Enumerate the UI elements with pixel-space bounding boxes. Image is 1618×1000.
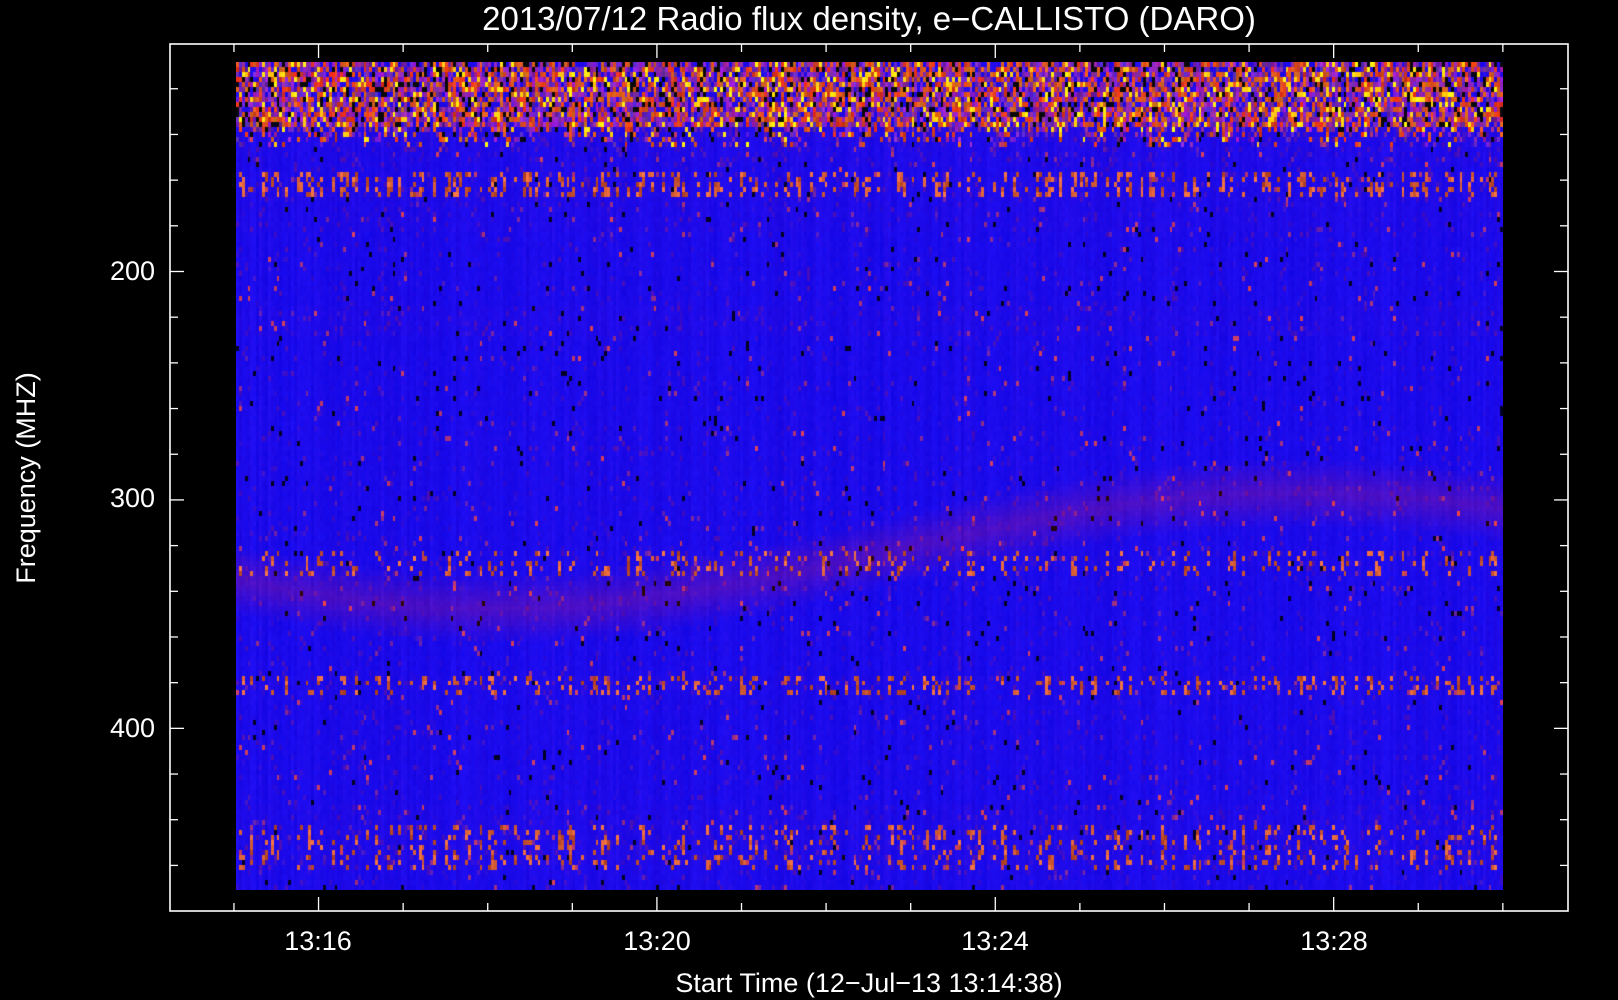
svg-text:Frequency (MHZ): Frequency (MHZ) [11, 372, 41, 584]
svg-text:400: 400 [110, 713, 155, 743]
svg-text:200: 200 [110, 256, 155, 286]
svg-text:13:20: 13:20 [623, 926, 691, 956]
svg-text:13:28: 13:28 [1300, 926, 1368, 956]
svg-text:Start Time (12−Jul−13 13:14:38: Start Time (12−Jul−13 13:14:38) [675, 968, 1062, 998]
svg-text:2013/07/12 Radio flux densit: 2013/07/12 Radio flux density, e−CALLIST… [482, 0, 1256, 37]
svg-text:13:16: 13:16 [284, 926, 352, 956]
svg-text:300: 300 [110, 483, 155, 513]
svg-text:13:24: 13:24 [961, 926, 1029, 956]
